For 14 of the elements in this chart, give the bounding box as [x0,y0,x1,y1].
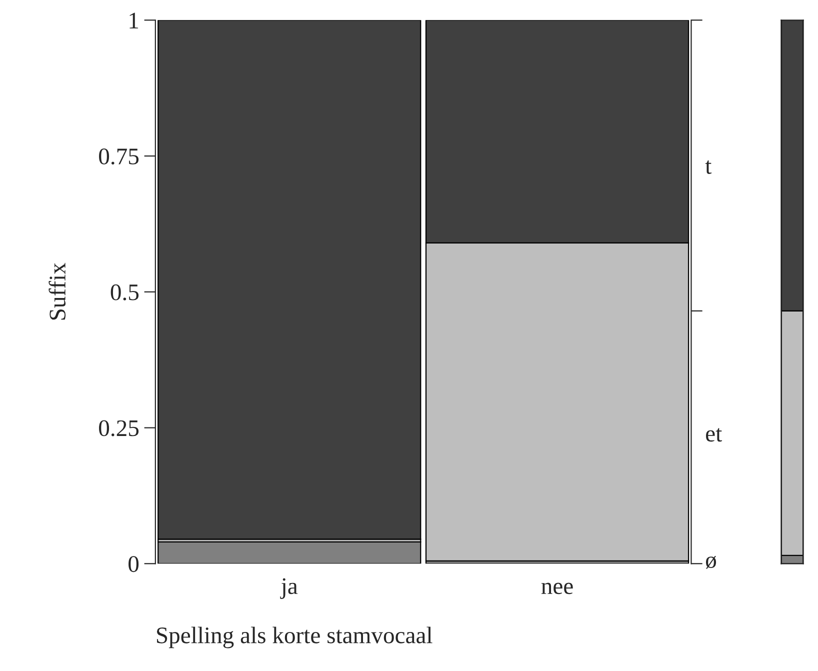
x-axis-title: Spelling als korte stamvocaal [157,626,432,648]
series-label: et [706,428,722,442]
bar [158,20,422,540]
series-label: ø [706,556,716,569]
x-tick-label: nee [541,582,573,594]
y-tick-label: 0.25 [99,420,139,436]
y-tick-label: 0 [128,556,139,572]
y-tick-label: 0.5 [110,284,139,300]
bar [158,541,422,564]
x-tick-label: ja [280,578,298,599]
y-axis-title: Suffix [48,262,66,320]
y-tick-label: 1 [130,12,138,28]
series-label: t [705,160,712,174]
y-tick-label: 0.75 [99,148,139,165]
